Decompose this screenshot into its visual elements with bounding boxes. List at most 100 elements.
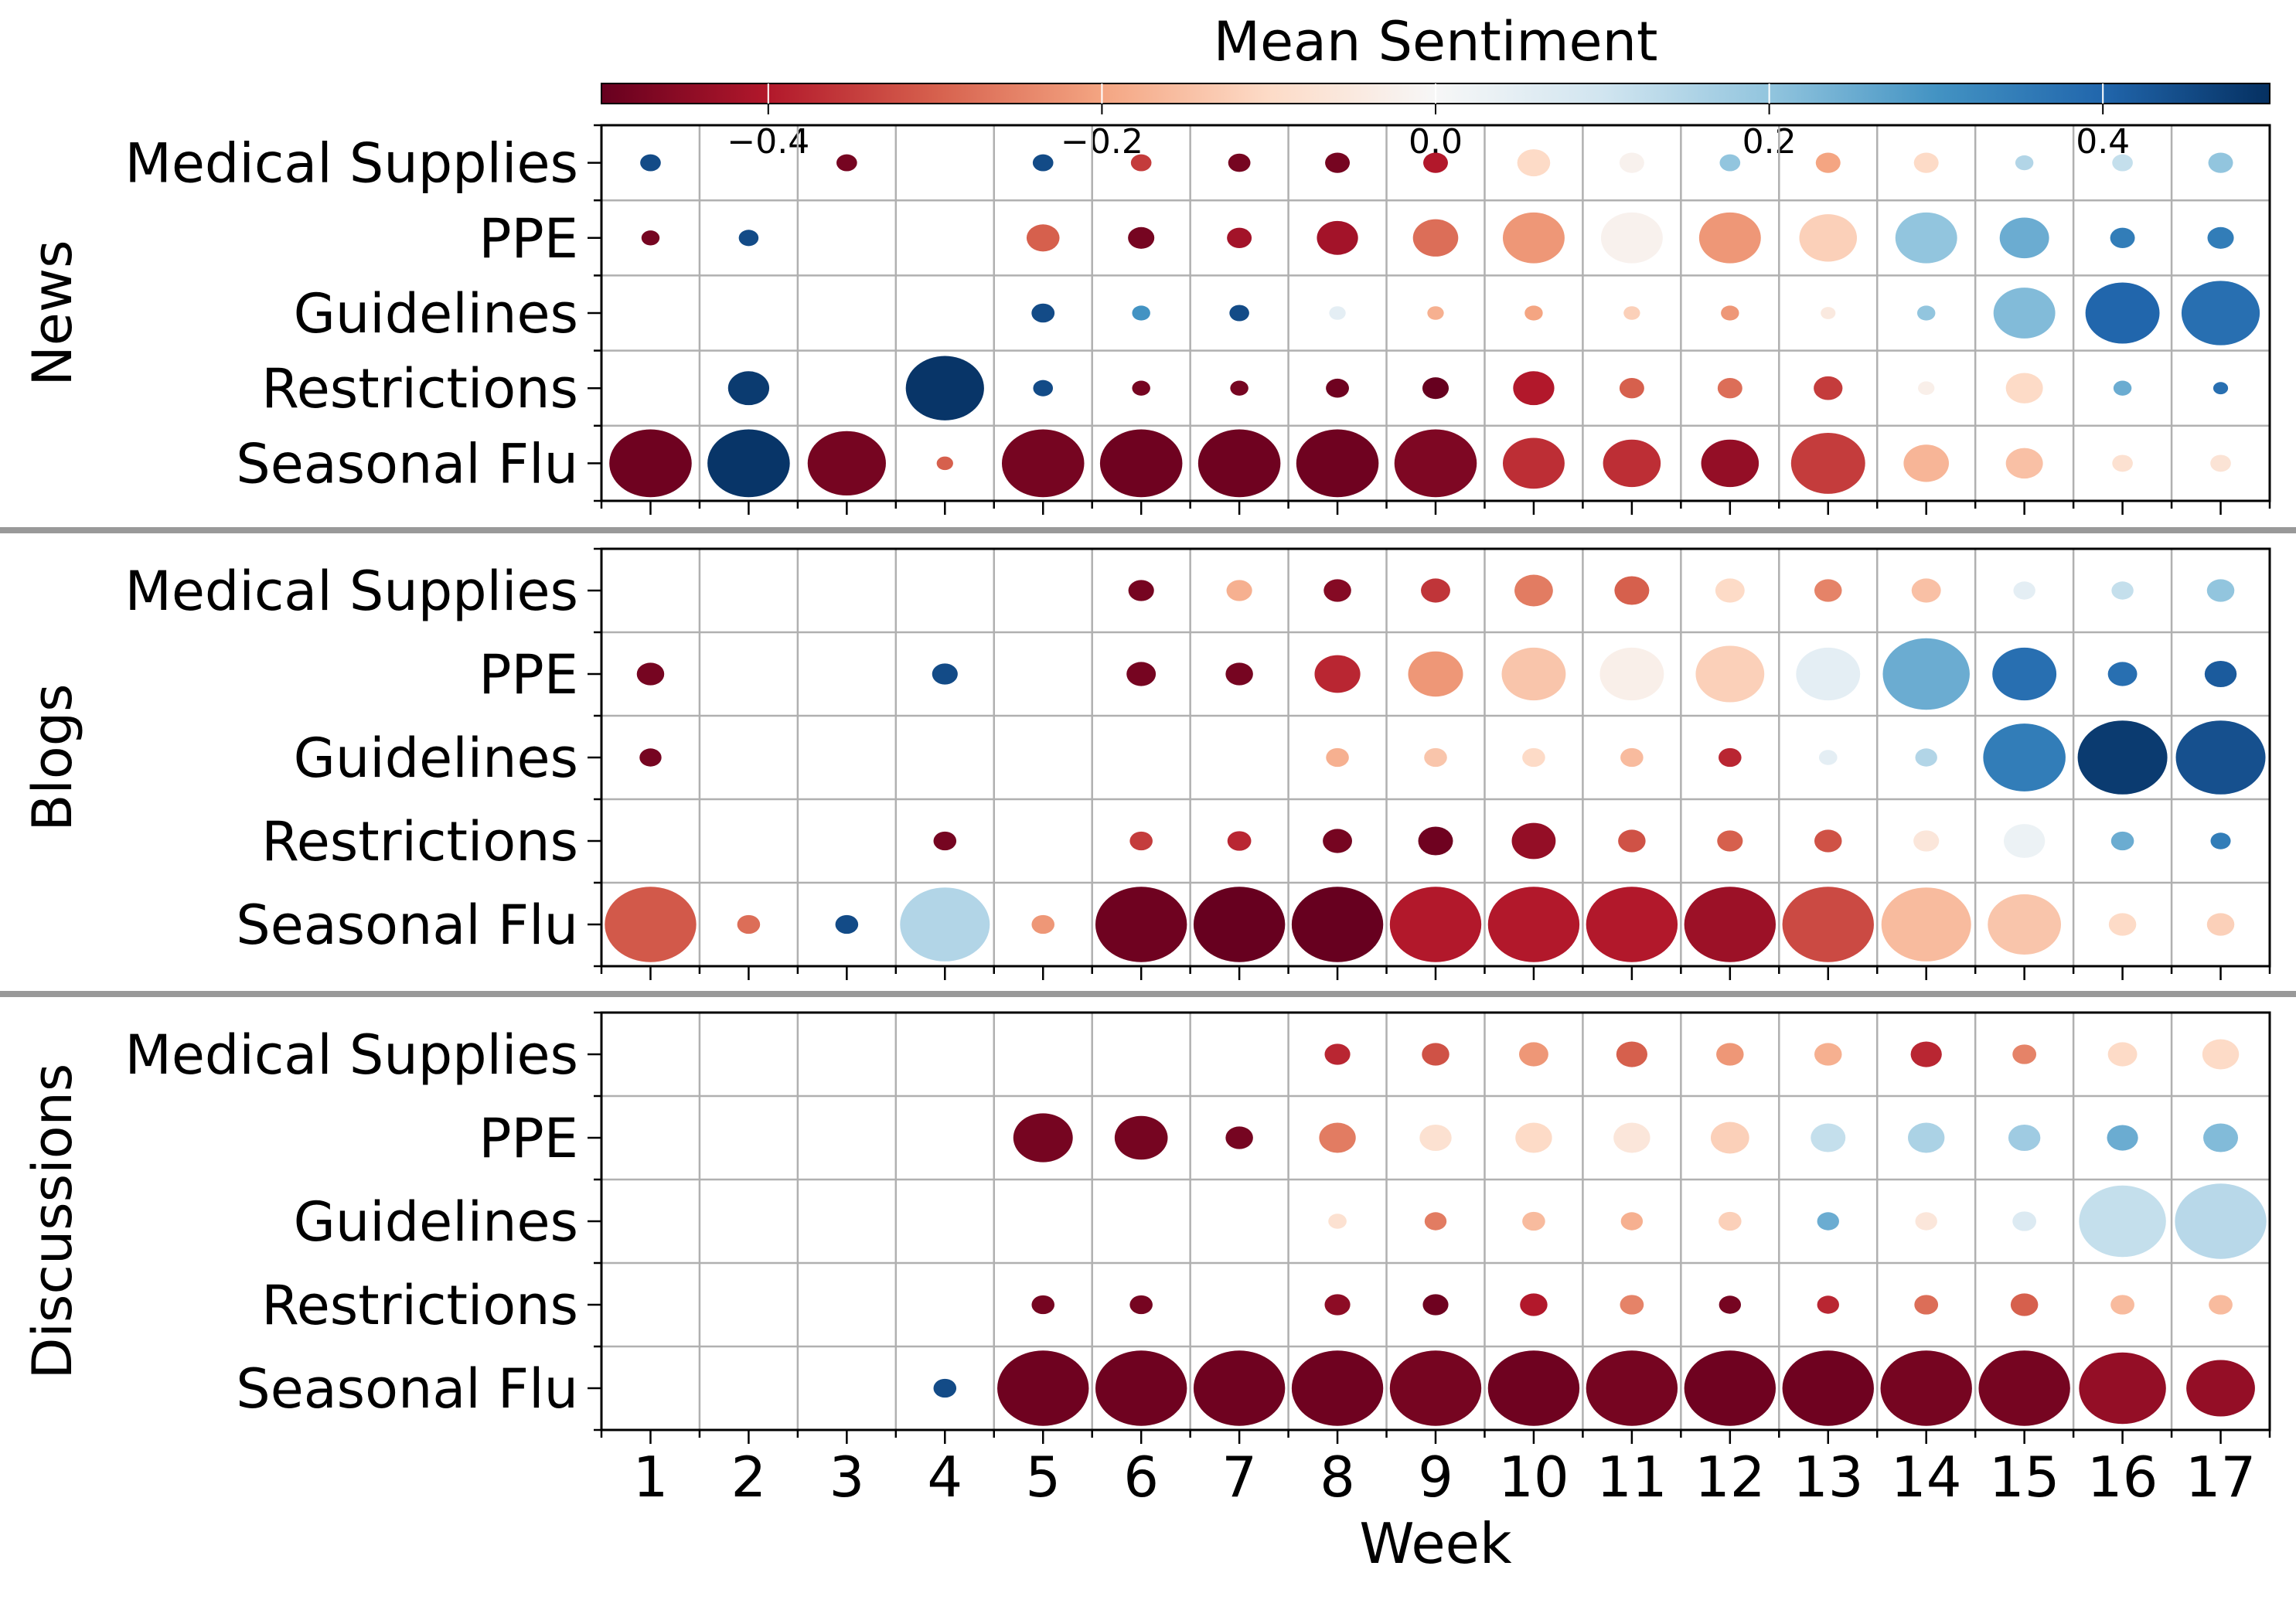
bubble-news-restrictions-week-7 <box>1230 380 1248 396</box>
colorbar-title: Mean Sentiment <box>1214 10 1658 73</box>
x-tick-label: 3 <box>829 1445 864 1510</box>
bubble-news-medical-supplies-week-11 <box>1619 152 1644 173</box>
x-tick-label: 11 <box>1596 1445 1667 1510</box>
bubble-blogs-seasonal-flu-week-13 <box>1782 887 1874 962</box>
bubble-discussions-restrictions-week-13 <box>1817 1295 1839 1314</box>
bubble-news-seasonal-flu-week-10 <box>1502 437 1565 489</box>
bubble-news-ppe-week-16 <box>2110 227 2135 248</box>
bubble-blogs-guidelines-week-1 <box>639 748 662 767</box>
bubble-blogs-guidelines-week-17 <box>2175 720 2266 795</box>
colorbar-tick-label: −0.4 <box>727 122 809 162</box>
bubble-blogs-restrictions-week-9 <box>1418 826 1453 856</box>
bubble-news-medical-supplies-week-14 <box>1913 152 1939 173</box>
x-tick-label: 10 <box>1498 1445 1569 1510</box>
bubble-blogs-seasonal-flu-week-11 <box>1586 887 1678 962</box>
bubble-blogs-ppe-week-17 <box>2204 660 2237 688</box>
bubble-discussions-medical-supplies-week-15 <box>2012 1044 2037 1064</box>
bubble-news-seasonal-flu-week-1 <box>609 429 692 498</box>
bubble-blogs-guidelines-week-11 <box>1620 747 1644 768</box>
bubble-news-guidelines-week-10 <box>1524 305 1543 321</box>
bubble-news-medical-supplies-week-7 <box>1228 153 1251 172</box>
bubble-discussions-restrictions-week-15 <box>2010 1293 2039 1316</box>
y-tick-label: Restrictions <box>261 357 578 420</box>
bubble-news-seasonal-flu-week-7 <box>1197 429 1281 498</box>
bubble-blogs-restrictions-week-15 <box>2004 824 2046 858</box>
bubble-news-medical-supplies-week-6 <box>1130 154 1152 172</box>
bubble-news-restrictions-week-9 <box>1422 377 1449 400</box>
bubble-blogs-guidelines-week-13 <box>1818 750 1838 765</box>
colorbar-tick-label: 0.2 <box>1742 122 1797 162</box>
colorbar: Mean Sentiment −0.4 −0.2 0.0 0.2 0.4 <box>601 10 2270 162</box>
bubble-blogs-ppe-week-11 <box>1599 647 1664 701</box>
bubble-discussions-guidelines-week-12 <box>1719 1211 1742 1231</box>
bubble-discussions-medical-supplies-week-14 <box>1910 1041 1942 1067</box>
panel-blogs: Medical Supplies PPE Guidelines Restriction… <box>21 547 2271 980</box>
bubble-discussions-seasonal-flu-week-7 <box>1193 1350 1286 1426</box>
bubble-blogs-medical-supplies-week-15 <box>2013 581 2035 600</box>
x-tick-label: 1 <box>633 1445 669 1510</box>
y-tick-label: PPE <box>479 643 578 706</box>
bubble-news-ppe-week-17 <box>2207 226 2234 249</box>
bubble-news-seasonal-flu-week-13 <box>1790 432 1865 494</box>
bubble-discussions-seasonal-flu-week-15 <box>1978 1350 2070 1426</box>
bubble-blogs-guidelines-week-15 <box>1983 723 2066 791</box>
bubble-blogs-restrictions-week-10 <box>1511 822 1556 860</box>
bubble-news-guidelines-week-15 <box>1993 288 2056 339</box>
x-tick-label: 12 <box>1695 1445 1766 1510</box>
bubble-discussions-restrictions-week-12 <box>1719 1295 1742 1314</box>
bubble-discussions-ppe-week-5 <box>1013 1113 1073 1163</box>
bubble-news-guidelines-week-13 <box>1821 307 1836 319</box>
bubble-news-guidelines-week-17 <box>2181 281 2260 346</box>
bubble-discussions-seasonal-flu-week-16 <box>2079 1352 2166 1425</box>
bubble-discussions-restrictions-week-14 <box>1914 1295 1939 1315</box>
bubble-news-restrictions-week-12 <box>1717 378 1742 399</box>
bubble-discussions-guidelines-week-16 <box>2079 1185 2166 1258</box>
bubble-blogs-seasonal-flu-week-17 <box>2206 913 2235 936</box>
bubble-blogs-seasonal-flu-week-14 <box>1881 887 1971 962</box>
bubble-blogs-medical-supplies-week-13 <box>1814 579 1842 602</box>
bubble-discussions-restrictions-week-6 <box>1129 1295 1153 1315</box>
bubble-blogs-seasonal-flu-week-12 <box>1684 887 1777 962</box>
bubble-news-seasonal-flu-week-3 <box>807 431 886 496</box>
bubble-blogs-ppe-week-13 <box>1796 647 1861 701</box>
bubble-blogs-medical-supplies-week-11 <box>1614 576 1650 605</box>
bubble-discussions-restrictions-week-10 <box>1520 1293 1548 1316</box>
bubble-blogs-guidelines-week-12 <box>1719 747 1742 768</box>
bubble-discussions-ppe-week-9 <box>1419 1124 1452 1152</box>
bubble-news-restrictions-week-2 <box>727 371 770 406</box>
bubble-discussions-ppe-week-14 <box>1908 1122 1945 1153</box>
bubble-blogs-seasonal-flu-week-4 <box>900 887 990 962</box>
bubble-news-restrictions-week-11 <box>1619 378 1644 399</box>
bubble-news-ppe-week-1 <box>641 230 660 246</box>
x-tick-label: 6 <box>1123 1445 1159 1510</box>
bubble-blogs-guidelines-week-14 <box>1915 748 1937 767</box>
bubble-news-guidelines-week-7 <box>1229 305 1249 322</box>
bubble-news-restrictions-week-17 <box>2213 382 2229 395</box>
bubble-discussions-medical-supplies-week-13 <box>1814 1043 1842 1066</box>
bubble-news-ppe-week-13 <box>1799 214 1858 262</box>
bubble-news-medical-supplies-week-15 <box>2015 155 2034 171</box>
bubble-discussions-ppe-week-15 <box>2008 1124 2041 1152</box>
bubble-blogs-ppe-week-14 <box>1882 638 1970 710</box>
colorbar-tick-label: −0.2 <box>1061 122 1143 162</box>
x-tick-label: 13 <box>1793 1445 1864 1510</box>
bubble-news-restrictions-week-15 <box>2005 373 2043 403</box>
bubble-news-ppe-week-10 <box>1502 212 1565 264</box>
bubble-blogs-medical-supplies-week-14 <box>1911 578 1941 603</box>
bubble-discussions-restrictions-week-11 <box>1620 1295 1644 1315</box>
bubble-blogs-ppe-week-6 <box>1126 662 1157 686</box>
bubble-news-seasonal-flu-week-15 <box>2005 448 2043 479</box>
bubble-news-ppe-week-12 <box>1698 212 1761 264</box>
bubble-blogs-ppe-week-16 <box>2107 662 2138 686</box>
bubble-news-medical-supplies-week-3 <box>836 154 857 172</box>
bubble-news-ppe-week-11 <box>1600 212 1663 264</box>
bubble-discussions-seasonal-flu-week-17 <box>2186 1360 2255 1417</box>
bubble-news-guidelines-week-8 <box>1329 306 1346 320</box>
bubble-news-seasonal-flu-week-4 <box>936 456 953 471</box>
bubble-discussions-guidelines-week-15 <box>2012 1211 2037 1231</box>
bubble-news-restrictions-week-10 <box>1513 371 1555 406</box>
bubble-blogs-guidelines-week-9 <box>1424 747 1447 768</box>
bubble-discussions-seasonal-flu-week-8 <box>1291 1350 1384 1426</box>
bubble-discussions-seasonal-flu-week-4 <box>933 1378 957 1398</box>
